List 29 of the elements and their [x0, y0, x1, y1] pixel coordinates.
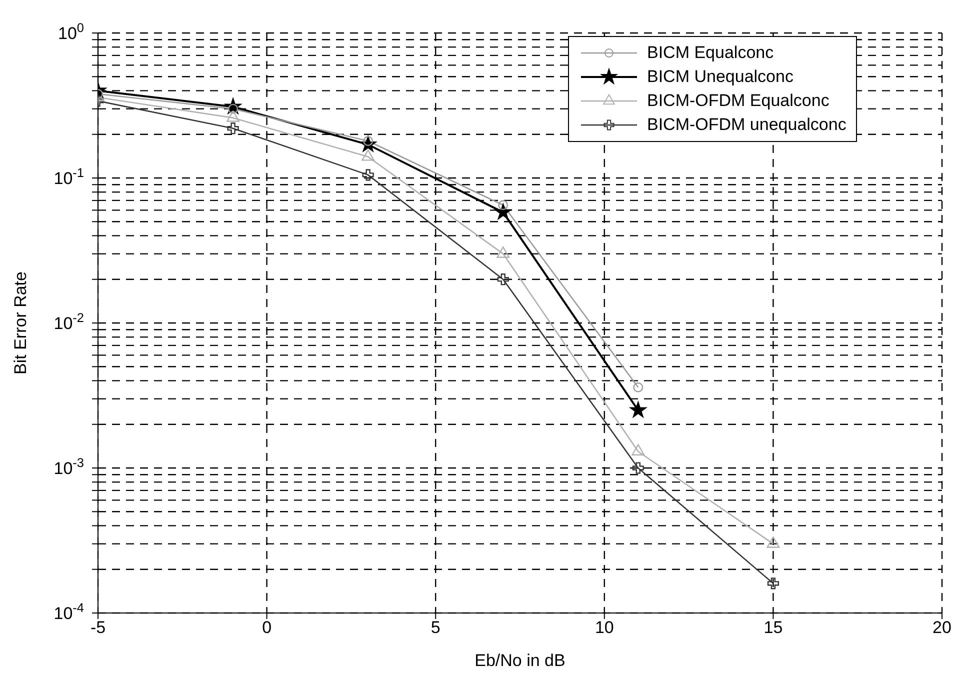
- point: [362, 169, 374, 181]
- x-tick-label: 0: [262, 618, 272, 638]
- point: [496, 246, 510, 258]
- legend-label: BICM Equalconc: [647, 42, 774, 64]
- point: [633, 382, 644, 392]
- legend-label: BICM Unequalconc: [647, 66, 794, 88]
- y-tick-label: 10$^{0}$: [58, 20, 84, 43]
- point: [495, 204, 512, 220]
- x-tick-label: 20: [932, 618, 952, 638]
- point: [226, 110, 240, 122]
- point: [498, 200, 508, 210]
- y-tick-label: 10$^{-1}$: [54, 164, 84, 188]
- legend-label: BICM-OFDM Equalconc: [647, 90, 830, 112]
- x-tick-label: -5: [90, 618, 106, 638]
- point: [630, 402, 646, 418]
- x-tick-label: 15: [764, 618, 783, 638]
- y-axis-title: Bit Error Rate: [11, 272, 30, 374]
- x-axis-title: Eb/No in dB: [474, 651, 566, 670]
- point: [497, 274, 509, 286]
- y-tick-label: 10$^{-4}$: [54, 600, 84, 623]
- x-tick-label: 10: [594, 618, 614, 638]
- y-tick-label: 10$^{-2}$: [54, 310, 84, 333]
- point: [632, 462, 644, 474]
- y-tick-label: 10$^{-3}$: [54, 454, 84, 478]
- x-tick-label: 5: [430, 618, 440, 638]
- legend-label: BICM-OFDM unequalconc: [647, 114, 846, 136]
- point: [227, 122, 239, 134]
- point: [362, 149, 375, 161]
- point: [767, 578, 779, 590]
